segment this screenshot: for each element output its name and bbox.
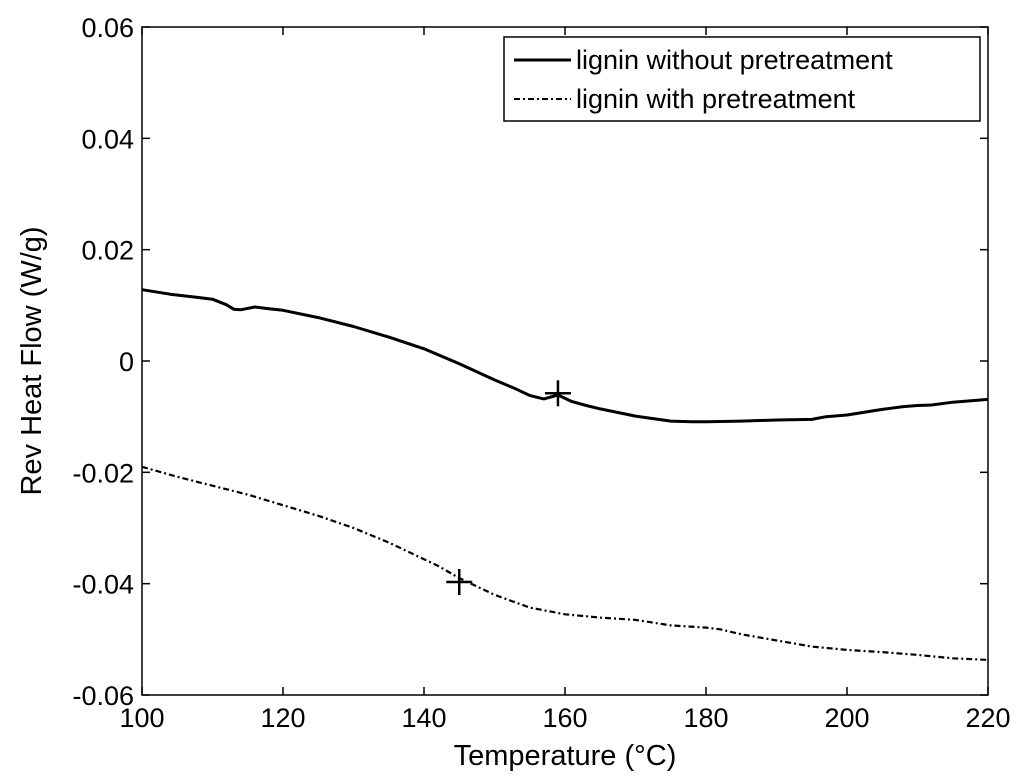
x-tick-label: 100 [119, 703, 164, 733]
y-tick-label: 0.02 [81, 236, 134, 266]
x-tick-label: 180 [683, 703, 728, 733]
plot-area [141, 26, 989, 696]
axis-ticks [141, 26, 989, 696]
y-tick-labels: 0.06 0.04 0.02 0 -0.02 -0.04 -0.06 [72, 13, 134, 711]
x-tick-label: 220 [965, 703, 1010, 733]
x-tick-label: 160 [542, 703, 587, 733]
y-tick-label: 0.04 [81, 124, 134, 154]
y-tick-label: 0.06 [81, 13, 134, 43]
transition-marker-2 [446, 568, 473, 595]
x-tick-labels: 100 120 140 160 180 200 220 [119, 703, 1010, 733]
series-layer [141, 288, 989, 661]
y-axis-label: Rev Heat Flow (W/g) [16, 226, 48, 495]
x-tick-label: 140 [401, 703, 446, 733]
y-tick-label: -0.04 [72, 570, 134, 600]
legend: lignin without pretreatment lignin with … [503, 36, 981, 122]
x-axis-label: Temperature (°C) [454, 740, 677, 772]
legend-box [503, 36, 981, 122]
y-tick-label: -0.06 [72, 681, 134, 711]
x-tick-label: 200 [824, 703, 869, 733]
marker-layer [446, 380, 571, 595]
legend-label-with-pretreatment: lignin with pretreatment [576, 84, 856, 114]
series-line-1 [141, 288, 989, 424]
series-line-2 [141, 465, 989, 661]
legend-label-without-pretreatment: lignin without pretreatment [576, 45, 893, 75]
x-tick-label: 120 [260, 703, 305, 733]
y-tick-label: 0 [119, 347, 134, 377]
y-tick-label: -0.02 [72, 458, 134, 488]
transition-marker-1 [544, 380, 571, 407]
